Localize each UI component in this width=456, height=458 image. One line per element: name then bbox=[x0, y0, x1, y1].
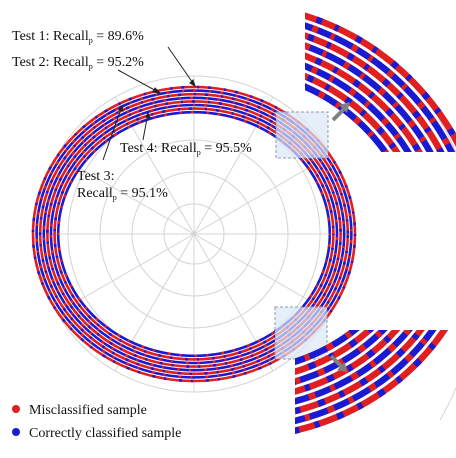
ring-track-mixed bbox=[56, 110, 332, 358]
ring-track-mixed bbox=[46, 100, 342, 368]
zoom-box-top bbox=[275, 111, 329, 159]
ring-track bbox=[42, 96, 346, 372]
zoom-arrow-top-head bbox=[339, 102, 350, 113]
legend-item-misclassified: Misclassified sample bbox=[12, 403, 147, 419]
callout-lines bbox=[102, 46, 196, 161]
legend-item-correct: Correctly classified sample bbox=[12, 426, 181, 442]
annotation-test-1: Test 1: Recallp = 89.6% bbox=[12, 29, 144, 45]
ring-tracks bbox=[31, 85, 357, 383]
annotation-test-4: Test 4: Recallp = 95.5% bbox=[120, 141, 252, 157]
legend-marker-correct bbox=[12, 428, 20, 436]
legend-marker-misclassified bbox=[12, 405, 20, 413]
ring-track-mixed bbox=[35, 89, 353, 379]
ring-track bbox=[295, 330, 401, 395]
zoom-arrow-bottom-head bbox=[337, 362, 347, 372]
zoom-arrow-bottom bbox=[329, 354, 344, 369]
annotation-test-3: Test 3: Recallp = 95.1% bbox=[77, 169, 168, 202]
annotation-test-2: Test 2: Recallp = 95.2% bbox=[12, 55, 144, 71]
ring-track-mixed bbox=[38, 92, 350, 376]
ring-track-mixed bbox=[53, 107, 335, 361]
ring-track-mixed bbox=[49, 103, 339, 365]
ring-track-mixed bbox=[31, 85, 357, 383]
